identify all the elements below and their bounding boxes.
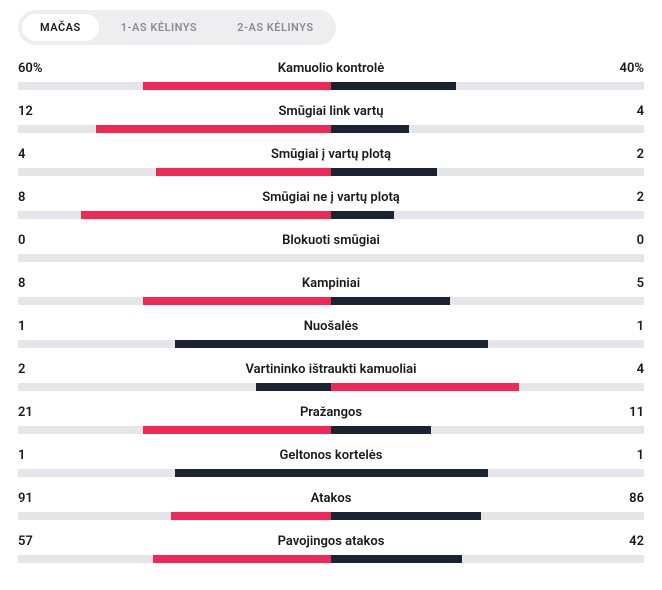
stat-bar-home xyxy=(143,426,331,434)
stat-bar-away xyxy=(331,297,450,305)
stat-bar-track xyxy=(18,297,644,305)
stat-away-value: 1 xyxy=(594,448,644,463)
stat-home-value: 2 xyxy=(18,362,68,377)
stat-bar-home xyxy=(256,383,331,391)
stat-row: 4Smūgiai į vartų plotą2 xyxy=(18,147,644,176)
stat-label: Vartininko ištraukti kamuoliai xyxy=(68,362,594,377)
stat-away-value: 42 xyxy=(594,534,644,549)
stat-label: Smūgiai link vartų xyxy=(68,104,594,119)
stat-away-value: 4 xyxy=(594,362,644,377)
stat-row: 21Pražangos11 xyxy=(18,405,644,434)
stat-row: 8Kampiniai5 xyxy=(18,276,644,305)
stat-away-value: 1 xyxy=(594,319,644,334)
stat-bar-track xyxy=(18,469,644,477)
stat-away-value: 11 xyxy=(594,405,644,420)
stat-bar-track xyxy=(18,340,644,348)
stat-bar-track xyxy=(18,512,644,520)
stat-label: Kampiniai xyxy=(68,276,594,291)
stat-away-value: 40% xyxy=(594,61,644,76)
stat-row: 0Blokuoti smūgiai0 xyxy=(18,233,644,262)
stat-bar-track xyxy=(18,211,644,219)
stat-bar-away xyxy=(331,125,409,133)
stat-home-value: 8 xyxy=(18,276,68,291)
stat-away-value: 86 xyxy=(594,491,644,506)
stat-bar-away xyxy=(331,211,394,219)
stat-home-value: 91 xyxy=(18,491,68,506)
stat-bar-away xyxy=(331,383,519,391)
stat-bar-home xyxy=(143,82,331,90)
stat-label: Nuošalės xyxy=(68,319,594,334)
stat-bar-home xyxy=(156,168,331,176)
stat-home-value: 60% xyxy=(18,61,68,76)
stat-bar-track xyxy=(18,555,644,563)
stat-row: 2Vartininko ištraukti kamuoliai4 xyxy=(18,362,644,391)
stat-away-value: 2 xyxy=(594,147,644,162)
stat-row: 60%Kamuolio kontrolė40% xyxy=(18,61,644,90)
stat-label: Kamuolio kontrolė xyxy=(68,61,594,76)
stat-home-value: 4 xyxy=(18,147,68,162)
stat-bar-away xyxy=(331,82,456,90)
stat-bar-away xyxy=(331,555,462,563)
stat-home-value: 57 xyxy=(18,534,68,549)
stats-list: 60%Kamuolio kontrolė40%12Smūgiai link va… xyxy=(18,61,644,563)
stat-row: 12Smūgiai link vartų4 xyxy=(18,104,644,133)
stat-bar-home xyxy=(175,469,332,477)
stat-row: 1Geltonos kortelės1 xyxy=(18,448,644,477)
stat-bar-away xyxy=(331,512,481,520)
tab-0[interactable]: MAČAS xyxy=(22,14,99,41)
stat-bar-away xyxy=(331,426,431,434)
stat-bar-track xyxy=(18,383,644,391)
stat-away-value: 4 xyxy=(594,104,644,119)
stat-bar-home xyxy=(153,555,331,563)
stat-bar-home xyxy=(175,340,332,348)
tab-1[interactable]: 1-AS KĖLINYS xyxy=(103,14,215,41)
stat-bar-track xyxy=(18,168,644,176)
stat-label: Atakos xyxy=(68,491,594,506)
stat-home-value: 8 xyxy=(18,190,68,205)
stat-label: Smūgiai į vartų plotą xyxy=(68,147,594,162)
stat-home-value: 21 xyxy=(18,405,68,420)
stat-label: Pavojingos atakos xyxy=(68,534,594,549)
stat-bar-track xyxy=(18,254,644,262)
stat-bar-away xyxy=(331,340,488,348)
stat-row: 1Nuošalės1 xyxy=(18,319,644,348)
stat-home-value: 1 xyxy=(18,319,68,334)
stat-away-value: 0 xyxy=(594,233,644,248)
stat-row: 57Pavojingos atakos42 xyxy=(18,534,644,563)
stat-away-value: 5 xyxy=(594,276,644,291)
stat-label: Smūgiai ne į vartų plotą xyxy=(68,190,594,205)
stat-bar-track xyxy=(18,426,644,434)
stat-bar-home xyxy=(96,125,331,133)
stat-bar-home xyxy=(143,297,331,305)
stat-label: Pražangos xyxy=(68,405,594,420)
stat-bar-track xyxy=(18,125,644,133)
stat-bar-track xyxy=(18,82,644,90)
period-tabs: MAČAS1-AS KĖLINYS2-AS KĖLINYS xyxy=(18,10,336,45)
stat-row: 8Smūgiai ne į vartų plotą2 xyxy=(18,190,644,219)
tab-2[interactable]: 2-AS KĖLINYS xyxy=(219,14,331,41)
stat-label: Geltonos kortelės xyxy=(68,448,594,463)
stat-home-value: 1 xyxy=(18,448,68,463)
stat-away-value: 2 xyxy=(594,190,644,205)
stat-row: 91Atakos86 xyxy=(18,491,644,520)
stat-bar-home xyxy=(171,512,331,520)
stat-label: Blokuoti smūgiai xyxy=(68,233,594,248)
stat-bar-home xyxy=(81,211,331,219)
stat-home-value: 12 xyxy=(18,104,68,119)
stat-bar-away xyxy=(331,469,488,477)
stat-bar-away xyxy=(331,168,437,176)
stat-home-value: 0 xyxy=(18,233,68,248)
